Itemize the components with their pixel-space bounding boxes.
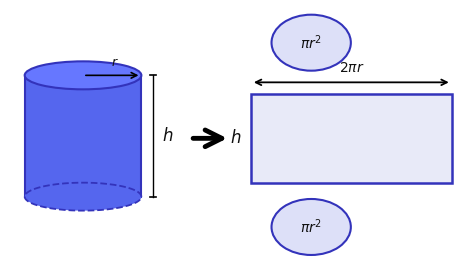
Bar bbox=[251, 94, 452, 183]
Ellipse shape bbox=[272, 199, 351, 255]
Text: $2\pi r$: $2\pi r$ bbox=[338, 61, 364, 75]
Text: $h$: $h$ bbox=[163, 127, 174, 145]
Text: $h$: $h$ bbox=[230, 129, 242, 147]
Text: $r$: $r$ bbox=[110, 56, 118, 69]
Polygon shape bbox=[25, 75, 141, 197]
Ellipse shape bbox=[272, 15, 351, 71]
Text: $\pi r^2$: $\pi r^2$ bbox=[300, 33, 322, 52]
Text: $\pi r^2$: $\pi r^2$ bbox=[300, 218, 322, 236]
Ellipse shape bbox=[25, 61, 141, 89]
Ellipse shape bbox=[25, 183, 141, 211]
